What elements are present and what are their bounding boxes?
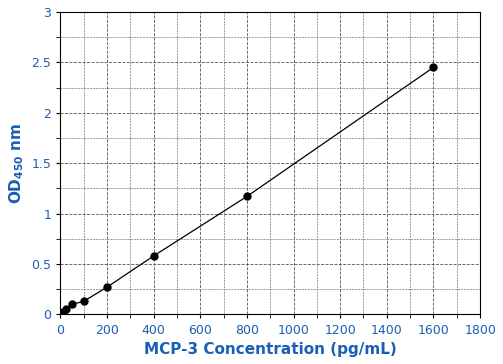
X-axis label: MCP-3 Concentration (pg/mL): MCP-3 Concentration (pg/mL) [144, 342, 396, 357]
Y-axis label: $\mathregular{OD_{450}}$ nm: $\mathregular{OD_{450}}$ nm [7, 123, 26, 204]
